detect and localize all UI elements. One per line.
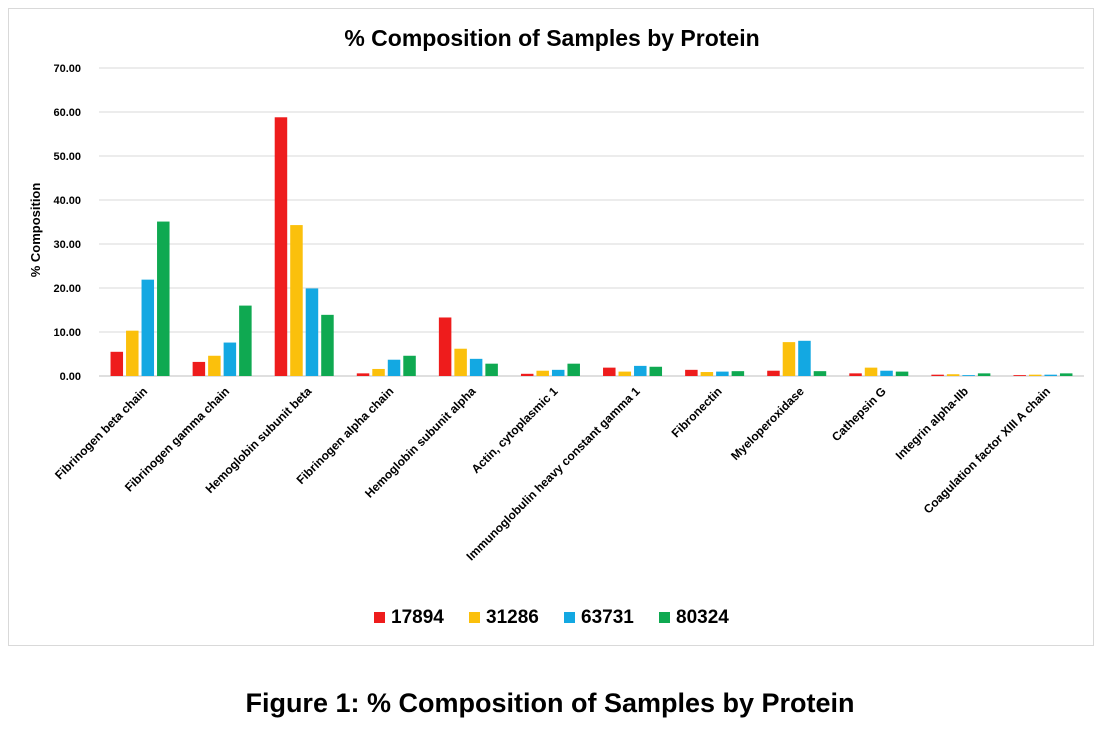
bar-31286 bbox=[208, 355, 221, 376]
gridlines bbox=[99, 67, 1084, 377]
bar-31286 bbox=[864, 367, 878, 376]
y-tick-label: 40.00 bbox=[53, 195, 81, 207]
legend-label-31286: 31286 bbox=[486, 607, 539, 628]
bar-31286 bbox=[700, 372, 714, 376]
bar-80324 bbox=[895, 371, 909, 376]
bar-17894 bbox=[685, 369, 698, 376]
bars bbox=[110, 117, 1073, 376]
x-tick-label: Cathepsin G bbox=[829, 384, 889, 444]
y-axis-label: % Composition bbox=[28, 183, 43, 278]
bar-63731 bbox=[223, 342, 237, 376]
legend-swatch-31286 bbox=[469, 612, 480, 623]
bar-17894 bbox=[356, 373, 370, 376]
bar-80324 bbox=[321, 314, 334, 376]
y-tick-label: 50.00 bbox=[53, 151, 81, 163]
bar-80324 bbox=[239, 305, 252, 376]
legend-swatch-63731 bbox=[564, 612, 575, 623]
bar-63731 bbox=[798, 340, 811, 376]
y-tick-labels: 0.00 10.00 20.00 30.00 40.00 50.00 60.00 70.00 bbox=[53, 63, 81, 383]
bar-17894 bbox=[274, 117, 288, 376]
y-tick-label: 10.00 bbox=[53, 327, 81, 339]
bar-80324 bbox=[977, 373, 991, 376]
chart-frame: % Composition of Samples by Protein % Co… bbox=[8, 8, 1094, 646]
y-tick-label: 0.00 bbox=[60, 371, 81, 383]
bar-31286 bbox=[946, 374, 960, 376]
bar-17894 bbox=[1013, 375, 1026, 376]
bar-17894 bbox=[849, 373, 862, 376]
chart-title: % Composition of Samples by Protein bbox=[344, 25, 759, 51]
y-tick-label: 60.00 bbox=[53, 107, 81, 119]
x-tick-label: Integrin alpha-IIb bbox=[893, 384, 971, 462]
legend-label-80324: 80324 bbox=[676, 607, 729, 628]
bar-63731 bbox=[387, 359, 401, 376]
bar-31286 bbox=[618, 371, 632, 376]
bar-chart: % Composition of Samples by Protein % Co… bbox=[28, 25, 1084, 628]
bar-63731 bbox=[634, 365, 647, 376]
bar-17894 bbox=[192, 361, 206, 376]
figure-caption: Figure 1: % Composition of Samples by Pr… bbox=[245, 688, 855, 718]
bar-17894 bbox=[438, 317, 452, 376]
bar-31286 bbox=[1028, 374, 1042, 376]
bar-80324 bbox=[403, 355, 416, 376]
x-tick-label: Immunoglobulin heavy constant gamma 1 bbox=[463, 384, 642, 563]
bar-31286 bbox=[782, 342, 796, 376]
legend: 17894 31286 63731 80324 bbox=[374, 607, 729, 628]
legend-label-17894: 17894 bbox=[391, 607, 444, 628]
bar-31286 bbox=[372, 368, 385, 376]
bar-80324 bbox=[567, 363, 580, 376]
bar-31286 bbox=[536, 370, 549, 376]
bar-63731 bbox=[962, 375, 975, 376]
x-tick-label: Fibrinogen beta chain bbox=[52, 384, 150, 482]
legend-label-63731: 63731 bbox=[581, 607, 634, 628]
bar-31286 bbox=[454, 348, 467, 376]
bar-80324 bbox=[485, 363, 498, 376]
x-tick-label: Fibronectin bbox=[669, 384, 725, 440]
legend-swatch-80324 bbox=[659, 612, 670, 623]
bar-80324 bbox=[649, 366, 663, 376]
bar-63731 bbox=[716, 371, 729, 376]
bar-63731 bbox=[551, 369, 565, 376]
bar-63731 bbox=[1044, 374, 1057, 376]
bar-63731 bbox=[469, 358, 483, 376]
legend-swatch-17894 bbox=[374, 612, 385, 623]
bar-80324 bbox=[1059, 373, 1073, 376]
bar-31286 bbox=[126, 330, 139, 376]
x-tick-label: Actin, cytoplasmic 1 bbox=[469, 384, 561, 476]
y-tick-label: 30.00 bbox=[53, 239, 81, 251]
bar-17894 bbox=[767, 370, 780, 376]
bar-17894 bbox=[110, 351, 124, 376]
y-tick-label: 70.00 bbox=[53, 63, 81, 75]
bar-63731 bbox=[880, 370, 893, 376]
bar-63731 bbox=[305, 288, 319, 376]
bar-17894 bbox=[520, 373, 534, 376]
bar-63731 bbox=[141, 279, 155, 376]
bar-17894 bbox=[931, 374, 944, 376]
x-tick-label: Myeloperoxidase bbox=[728, 384, 807, 463]
bar-17894 bbox=[603, 367, 616, 376]
bar-80324 bbox=[731, 371, 745, 376]
bar-80324 bbox=[813, 371, 827, 376]
bar-80324 bbox=[157, 221, 170, 376]
bar-31286 bbox=[290, 225, 303, 376]
y-tick-label: 20.00 bbox=[53, 283, 81, 295]
